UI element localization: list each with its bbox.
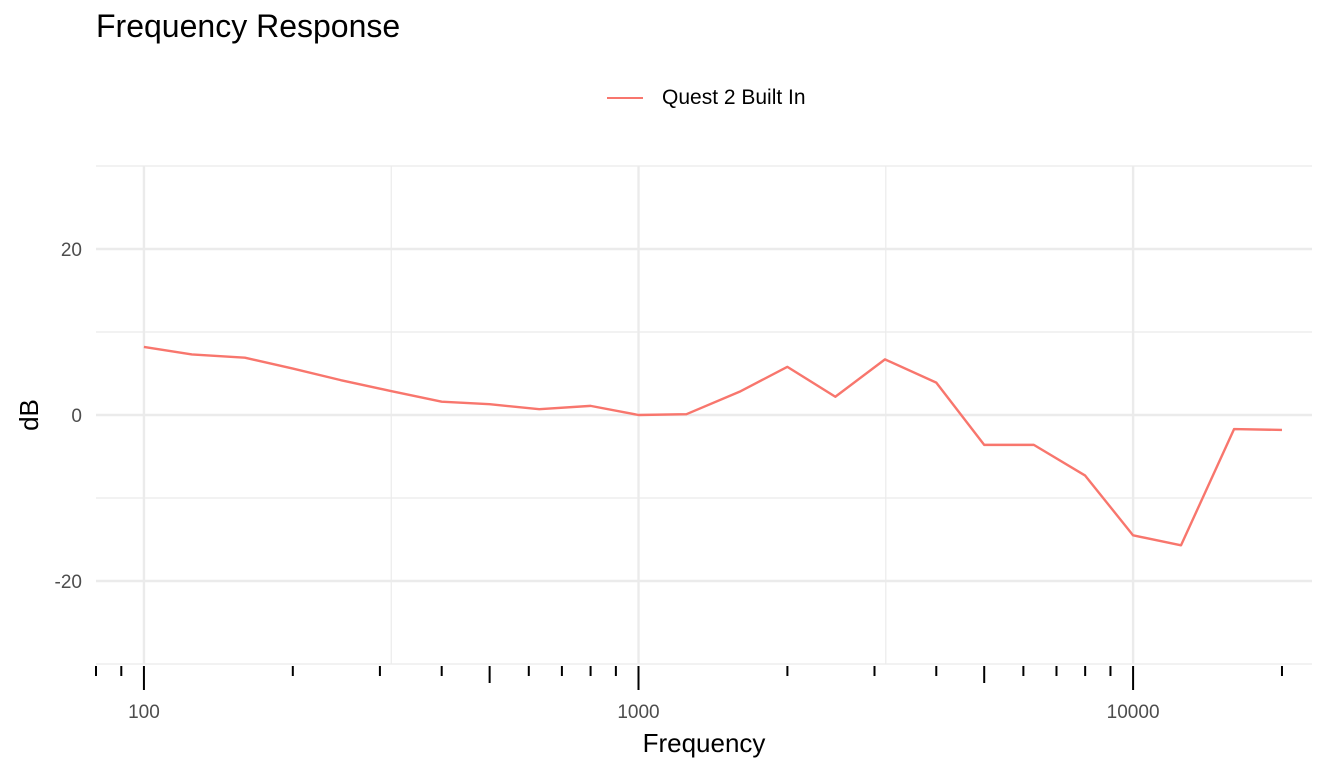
y-axis-title: dB xyxy=(14,399,44,431)
legend-key-line xyxy=(607,97,643,99)
y-tick-label: -20 xyxy=(55,572,82,593)
x-axis-title: Frequency xyxy=(643,728,766,758)
chart-title: Frequency Response xyxy=(96,8,401,44)
legend-label: Quest 2 Built In xyxy=(662,86,806,109)
x-tick-label: 10000 xyxy=(1107,702,1160,723)
y-tick-label: 0 xyxy=(71,406,82,427)
legend: Quest 2 Built In xyxy=(607,86,806,110)
x-tick-label: 1000 xyxy=(617,702,659,723)
series-line xyxy=(143,345,1283,547)
x-tick-label: 100 xyxy=(128,702,160,723)
y-tick-label: 20 xyxy=(61,240,82,261)
